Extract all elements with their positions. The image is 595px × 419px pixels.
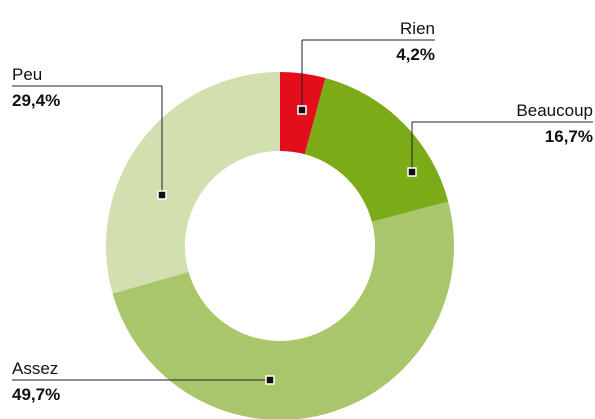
donut-segment [105, 72, 280, 294]
value-label: 29,4% [12, 91, 60, 110]
category-label: Beaucoup [516, 101, 593, 120]
donut-segment [304, 78, 449, 222]
marker [407, 167, 417, 177]
value-label: 4,2% [396, 45, 435, 64]
donut-segment [112, 201, 454, 419]
marker [297, 105, 307, 115]
category-label: Rien [400, 19, 435, 38]
value-label: 16,7% [545, 127, 593, 146]
marker [157, 190, 167, 200]
category-label: Peu [12, 65, 42, 84]
category-label: Assez [12, 359, 58, 378]
marker [265, 375, 275, 385]
value-label: 49,7% [12, 385, 60, 404]
